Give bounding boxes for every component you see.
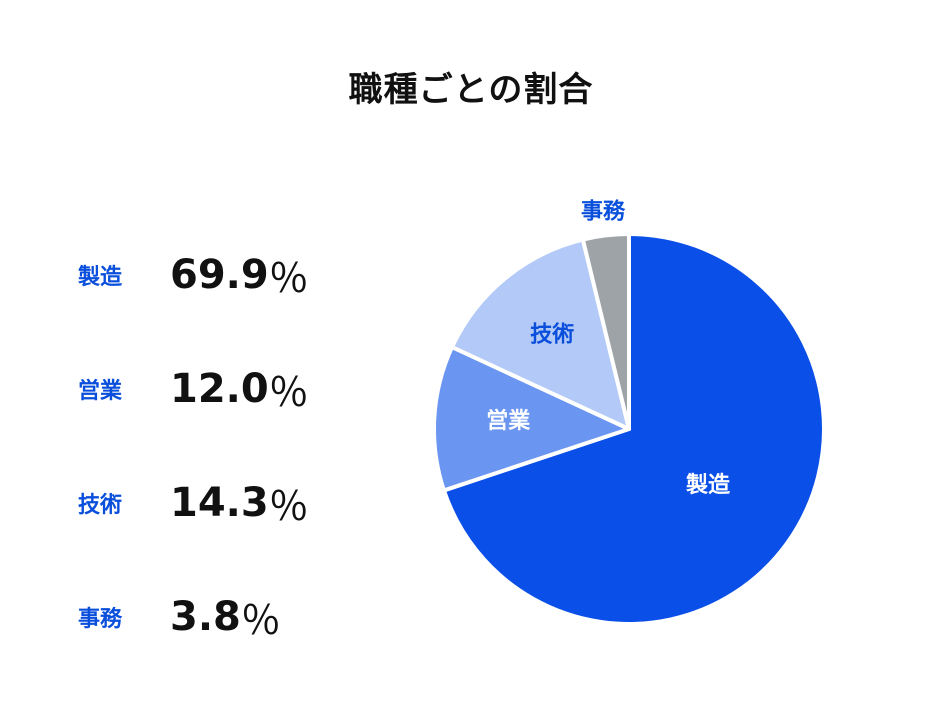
legend-value: 69.9: [170, 252, 269, 298]
legend-item-office: 事務 3.8 ％: [78, 560, 309, 674]
legend-unit: ％: [268, 256, 309, 302]
legend-label: 営業: [78, 379, 123, 404]
legend-value: 12.0: [170, 366, 269, 412]
legend-value: 14.3: [170, 480, 269, 526]
legend-item-engineering: 技術 14.3 ％: [78, 446, 309, 560]
slice-office: [580, 232, 631, 431]
legend: 製造 69.9 ％ 営業 12.0 ％ 技術 14.3 ％ 事務 3.8 ％: [78, 218, 309, 674]
legend-unit: ％: [240, 598, 281, 644]
slice-sales: [432, 345, 631, 493]
legend-label: 技術: [78, 493, 123, 518]
chart-title: 職種ごとの割合: [348, 70, 594, 110]
slice-engineering: [450, 237, 631, 431]
slice-label-office: 事務: [581, 199, 626, 225]
legend-unit: ％: [268, 370, 309, 416]
slice-label-engineering: 技術: [530, 322, 574, 348]
legend-label: 製造: [78, 265, 123, 290]
legend-value: 3.8: [170, 594, 241, 640]
slice-label-sales: 営業: [486, 408, 531, 434]
legend-item-sales: 営業 12.0 ％: [78, 332, 309, 446]
legend-item-manufacturing: 製造 69.9 ％: [78, 218, 309, 332]
slice-label-manufacturing: 製造: [685, 472, 730, 498]
legend-label: 事務: [78, 607, 123, 632]
legend-unit: ％: [268, 484, 309, 530]
slice-manufacturing: [441, 232, 826, 626]
